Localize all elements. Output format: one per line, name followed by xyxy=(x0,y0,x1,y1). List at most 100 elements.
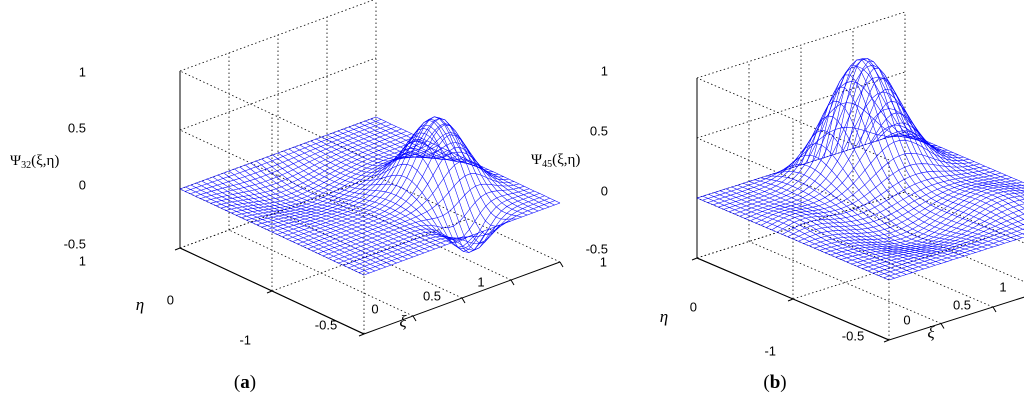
mesh-line-eta xyxy=(776,165,986,233)
mesh-line-eta xyxy=(760,139,970,226)
panel-a-xlabel: ξ xyxy=(399,312,407,331)
mesh-line-eta xyxy=(707,102,916,203)
mesh-line-eta xyxy=(266,140,464,230)
gridline-floor-eta-1 xyxy=(179,175,377,249)
mesh-line-eta xyxy=(215,133,412,206)
panel-b-ylabel: η xyxy=(660,307,668,326)
panel-a-y-tick--1: -1 xyxy=(239,332,251,347)
gridline-floor-x-1 xyxy=(277,211,463,299)
panel-a-x-tick-1: 1 xyxy=(477,274,484,289)
x-tick-mark-1 xyxy=(461,297,466,304)
panel-a-z-tick--0.5: -0.5 xyxy=(64,236,86,251)
mesh-line-eta xyxy=(256,152,453,226)
y-tick-mark-2 xyxy=(691,257,698,261)
panel-b-x-tick-0.5: 0.5 xyxy=(953,297,971,312)
gridline-left-z-3 xyxy=(696,77,890,161)
mesh-line-eta xyxy=(696,131,906,199)
panel-a-z-tick-0.5: 0.5 xyxy=(68,120,86,135)
x-tick-mark-0 xyxy=(412,315,417,322)
mesh-line-eta xyxy=(744,91,954,219)
mesh-line-eta xyxy=(787,170,996,237)
mesh-line-eta xyxy=(307,147,504,249)
mesh-line-eta xyxy=(220,135,417,209)
mesh-line-eta xyxy=(856,208,1024,267)
mesh-line-xi xyxy=(359,122,544,210)
mesh-line-eta xyxy=(728,58,938,212)
mesh-line-eta xyxy=(830,189,1024,256)
mesh-line-xi xyxy=(196,182,381,270)
mesh-line-eta xyxy=(814,181,1023,249)
mesh-line-xi xyxy=(904,131,1024,184)
gridline-back-z-3 xyxy=(696,11,906,79)
mesh-line-eta xyxy=(231,140,428,214)
mesh-line-eta xyxy=(185,119,382,192)
mesh-line-eta xyxy=(835,192,1024,258)
panel-a: 1 0.5 0 -0.5 1 0 -1 -0.5 0 0.5 1 η ξ Ψ32… xyxy=(10,0,564,393)
mesh-line-eta xyxy=(271,132,469,233)
mesh-line-eta xyxy=(723,58,932,210)
gridline-floor-x-0 xyxy=(748,241,942,324)
panel-b-z-tick--0.5: -0.5 xyxy=(586,241,608,256)
panel-b-x-tick-1: 1 xyxy=(999,279,1006,294)
mesh-line-eta xyxy=(282,118,479,238)
panel-a-axes-box xyxy=(174,0,564,337)
mesh-line-xi xyxy=(870,112,1024,204)
mesh-line-eta xyxy=(302,134,499,247)
mesh-line-xi xyxy=(875,122,1024,199)
mesh-line-eta xyxy=(867,219,1024,272)
mesh-line-eta xyxy=(851,203,1024,265)
mesh-line-eta xyxy=(241,145,438,218)
gridline-left-z-3 xyxy=(179,70,365,158)
x-tick-mark-2 xyxy=(510,279,515,286)
panel-b-x-tick--0.5: -0.5 xyxy=(842,328,864,343)
panel-a-zlabel: Ψ32(ξ,η) xyxy=(10,153,59,171)
panel-b-axes-box xyxy=(691,11,1024,343)
panel-a-y-tick-0: 0 xyxy=(167,292,174,307)
y-tick-mark-1 xyxy=(787,298,794,302)
mesh-line-eta xyxy=(210,131,407,204)
mesh-line-eta xyxy=(277,124,474,235)
mesh-line-xi xyxy=(794,129,988,250)
gridline-floor-x-2 xyxy=(326,193,512,281)
panel-a-x-tick--0.5: -0.5 xyxy=(315,317,337,332)
panel-a-label: (a) xyxy=(234,372,256,393)
panel-b-z-tick-0: 0 xyxy=(601,183,608,198)
mesh-line-eta xyxy=(734,64,943,215)
panel-b-xlabel: ξ xyxy=(927,323,935,342)
mesh-line-eta xyxy=(236,143,433,216)
mesh-line-xi xyxy=(315,127,501,244)
mesh-line-eta xyxy=(323,183,520,257)
mesh-line-eta xyxy=(888,236,1024,281)
mesh-line-eta xyxy=(755,124,964,224)
mesh-line-eta xyxy=(819,184,1024,251)
panel-a-ylabel: η xyxy=(136,295,144,314)
mesh-line-eta xyxy=(338,190,535,264)
mesh-line-eta xyxy=(297,124,494,245)
panel-b-y-tick-1: 1 xyxy=(600,254,607,269)
y-tick-mark-1 xyxy=(266,290,273,294)
panel-b-y-tick--1: -1 xyxy=(764,343,776,358)
mesh-line-eta xyxy=(862,213,1024,269)
gridline-floor-x-2 xyxy=(852,208,1024,282)
panel-a-x-tick-0: 0 xyxy=(371,301,378,316)
panel-b: 1 0.5 0 -0.5 1 0 -1 -0.5 0 0.5 1 η ξ Ψ45… xyxy=(531,11,1024,393)
x-tick-mark-3 xyxy=(559,261,564,268)
mesh-line-eta xyxy=(363,202,561,276)
gridline-back-z-2 xyxy=(179,57,377,131)
panel-a-y-tick-1: 1 xyxy=(79,253,86,268)
panel-a-z-tick-0: 0 xyxy=(79,177,86,192)
mesh-line-xi xyxy=(348,126,533,214)
mesh-line-eta xyxy=(846,199,1024,263)
mesh-line-eta xyxy=(225,138,423,211)
mesh-line-eta xyxy=(328,186,525,259)
mesh-line-eta xyxy=(808,179,1018,247)
mesh-line-eta xyxy=(712,81,922,206)
mesh-line-eta xyxy=(782,168,991,235)
mesh-line-eta xyxy=(739,76,948,217)
panel-b-z-tick-1: 1 xyxy=(601,63,608,78)
mesh-line-eta xyxy=(333,188,530,261)
panel-b-z-tick-0.5: 0.5 xyxy=(590,123,608,138)
mesh-line-eta xyxy=(750,108,959,222)
mesh-line-eta xyxy=(792,172,1002,240)
